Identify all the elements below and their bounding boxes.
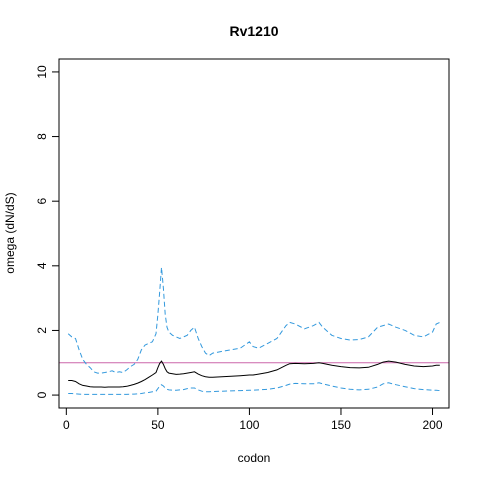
y-tick-label: 2 (35, 327, 49, 334)
x-tick-label: 100 (239, 418, 259, 432)
chart-title: Rv1210 (229, 23, 278, 39)
x-tick-label: 50 (151, 418, 165, 432)
series-line-upper-bound (67, 267, 441, 374)
y-tick-label: 6 (35, 198, 49, 205)
y-tick-label: 8 (35, 133, 49, 140)
x-tick-label: 150 (331, 418, 351, 432)
y-tick-label: 4 (35, 262, 49, 269)
y-axis-label: omega (dN/dS) (3, 192, 17, 273)
series-line-estimate (68, 360, 440, 388)
y-tick-label: 10 (35, 65, 49, 79)
y-tick-label: 0 (35, 391, 49, 398)
series-line-lower-bound (68, 382, 440, 395)
x-tick-label: 0 (63, 418, 70, 432)
x-tick-label: 200 (423, 418, 443, 432)
series-layer (67, 267, 441, 395)
x-axis-label: codon (238, 451, 271, 465)
plot-frame (58, 58, 450, 409)
